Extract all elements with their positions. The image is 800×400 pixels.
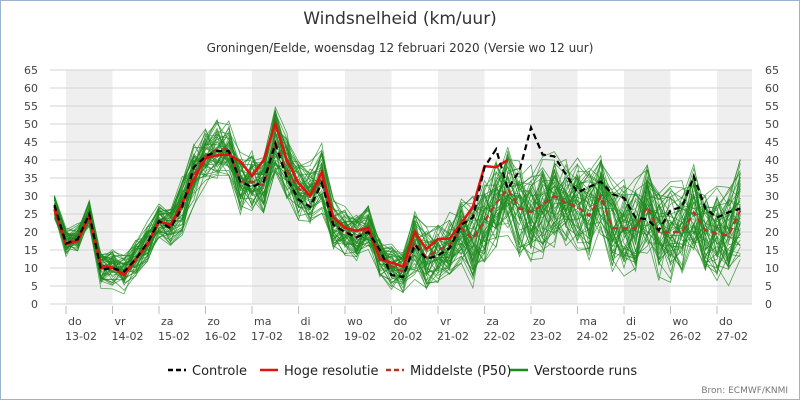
day-label: zo bbox=[533, 315, 546, 328]
source-credit: Bron: ECMWF/KNMI bbox=[701, 386, 788, 396]
y-tick-label-left: 45 bbox=[24, 136, 38, 149]
series-line-middelste-p50- bbox=[53, 138, 742, 275]
date-label: 23-02 bbox=[530, 330, 562, 343]
series-line-controle bbox=[53, 124, 741, 279]
day-label: do bbox=[68, 315, 82, 328]
y-tick-label-left: 30 bbox=[24, 190, 38, 203]
y-tick-label-left: 35 bbox=[24, 172, 38, 185]
y-tick-label-left: 65 bbox=[24, 64, 38, 77]
ensemble-run-line bbox=[54, 146, 741, 291]
date-label: 13-02 bbox=[65, 330, 97, 343]
day-label: do bbox=[719, 315, 733, 328]
ensemble-run-line bbox=[54, 110, 741, 281]
date-label: 20-02 bbox=[391, 330, 423, 343]
legend-label: Middelste (P50) bbox=[410, 364, 511, 379]
day-label: ma bbox=[580, 315, 597, 328]
y-tick-label-left: 20 bbox=[24, 226, 38, 239]
date-label: 17-02 bbox=[251, 330, 283, 343]
y-tick-label-right: 30 bbox=[765, 190, 779, 203]
y-tick-label-right: 10 bbox=[765, 262, 779, 275]
y-tick-label-left: 5 bbox=[31, 280, 38, 293]
y-tick-label-left: 50 bbox=[24, 118, 38, 131]
day-label: za bbox=[161, 315, 174, 328]
y-tick-label-right: 15 bbox=[765, 244, 779, 257]
y-tick-label-right: 55 bbox=[765, 100, 779, 113]
day-label: vr bbox=[440, 315, 452, 328]
y-tick-label-right: 35 bbox=[765, 172, 779, 185]
date-label: 26-02 bbox=[670, 330, 702, 343]
legend-label: Controle bbox=[192, 364, 247, 379]
y-tick-label-left: 60 bbox=[24, 82, 38, 95]
date-label: 14-02 bbox=[112, 330, 144, 343]
ensemble-run-line bbox=[54, 136, 741, 289]
y-tick-label-right: 45 bbox=[765, 136, 779, 149]
day-label: di bbox=[301, 315, 311, 328]
date-label: 24-02 bbox=[577, 330, 609, 343]
date-label: 15-02 bbox=[158, 330, 190, 343]
y-tick-label-right: 65 bbox=[765, 64, 779, 77]
day-label: wo bbox=[673, 315, 689, 328]
ensemble-run-line bbox=[54, 109, 741, 284]
legend-label: Hoge resolutie bbox=[284, 364, 378, 379]
series-line-hoge-resolutie bbox=[53, 119, 509, 277]
ensemble-run-line bbox=[54, 154, 741, 279]
chart-title: Windsnelheid (km/uur) bbox=[303, 9, 497, 29]
y-tick-label-right: 50 bbox=[765, 118, 779, 131]
date-label: 25-02 bbox=[623, 330, 655, 343]
date-label: 18-02 bbox=[298, 330, 330, 343]
day-label: za bbox=[487, 315, 500, 328]
date-label: 16-02 bbox=[205, 330, 237, 343]
y-tick-label-right: 0 bbox=[765, 298, 772, 311]
legend-label: Verstoorde runs bbox=[534, 364, 637, 379]
y-tick-label-left: 55 bbox=[24, 100, 38, 113]
date-label: 22-02 bbox=[484, 330, 516, 343]
date-label: 27-02 bbox=[716, 330, 748, 343]
axes: do 13-02 vr 14-02 za 15-02 zo 16-02 ma 17-02 di 18-… bbox=[24, 64, 779, 343]
y-tick-label-right: 20 bbox=[765, 226, 779, 239]
day-label: vr bbox=[115, 315, 127, 328]
y-tick-label-left: 10 bbox=[24, 262, 38, 275]
y-tick-label-right: 60 bbox=[765, 82, 779, 95]
y-tick-label-left: 15 bbox=[24, 244, 38, 257]
day-label: ma bbox=[254, 315, 271, 328]
y-tick-label-left: 40 bbox=[24, 154, 38, 167]
ensemble-run-line bbox=[54, 129, 741, 285]
day-label: do bbox=[394, 315, 408, 328]
day-label: wo bbox=[347, 315, 363, 328]
ensemble-run-line bbox=[54, 131, 741, 276]
y-tick-label-right: 5 bbox=[765, 280, 772, 293]
y-tick-label-right: 40 bbox=[765, 154, 779, 167]
day-label: di bbox=[626, 315, 636, 328]
y-tick-label-left: 0 bbox=[31, 298, 38, 311]
forecast-lines bbox=[53, 119, 742, 279]
y-tick-label-left: 25 bbox=[24, 208, 38, 221]
chart-subtitle: Groningen/Eelde, woensdag 12 februari 20… bbox=[207, 41, 594, 55]
y-tick-label-right: 25 bbox=[765, 208, 779, 221]
ensemble-run-line bbox=[54, 140, 741, 289]
legend: Controle Hoge resolutie Middelste (P50) Ver… bbox=[168, 364, 637, 379]
day-label: zo bbox=[208, 315, 221, 328]
day-band bbox=[345, 70, 392, 304]
date-label: 19-02 bbox=[344, 330, 376, 343]
date-label: 21-02 bbox=[437, 330, 469, 343]
